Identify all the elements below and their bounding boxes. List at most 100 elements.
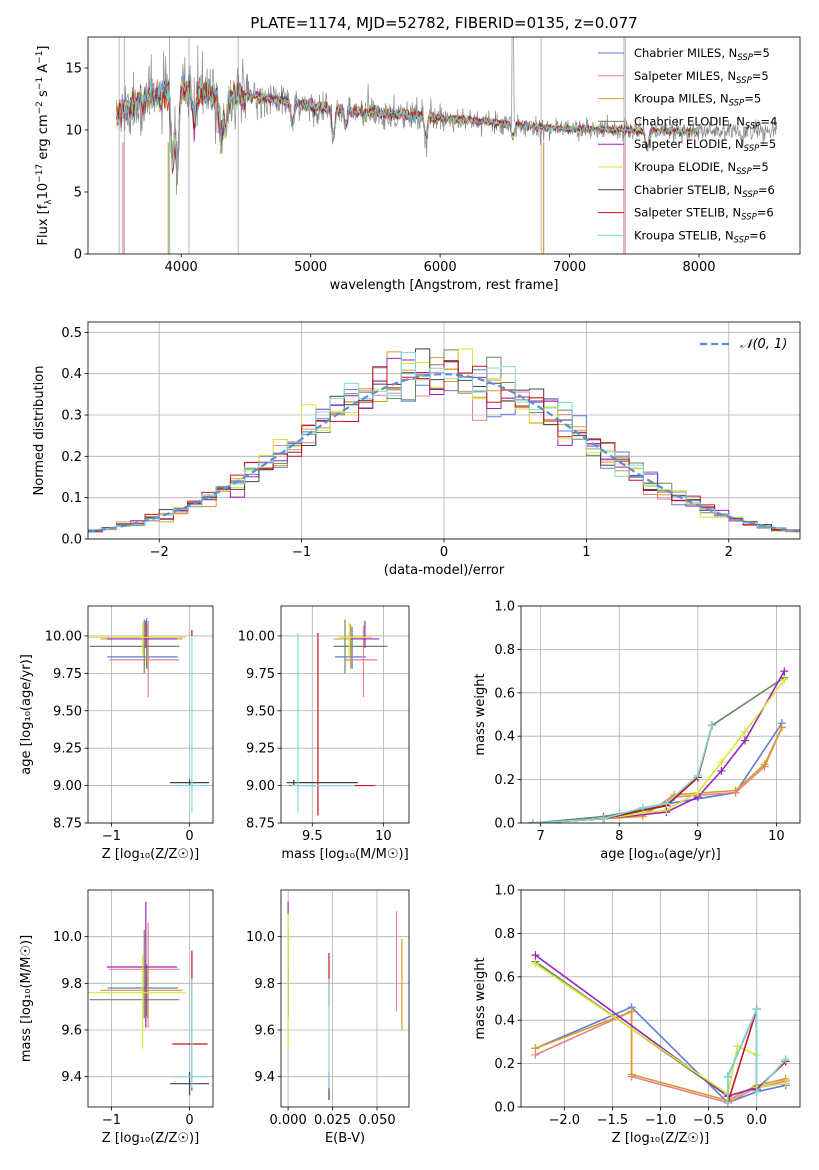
legend-nssp-sub: SSP	[729, 99, 745, 109]
y-tick-label: 0.2	[494, 773, 515, 788]
weight-marker	[752, 1005, 761, 1014]
weight-marker	[723, 1072, 732, 1081]
x-tick-label: 0.050	[358, 1113, 395, 1128]
y-tick-label: 9.50	[246, 704, 275, 719]
legend-comma: ,	[721, 46, 728, 60]
legend-entry-name: Kroupa ELODIE	[634, 160, 720, 174]
y-tick-label: 9.75	[53, 667, 82, 682]
weight-marker	[781, 1079, 790, 1088]
weight-marker	[599, 814, 608, 823]
legend-nssp-prefix: N	[725, 228, 734, 242]
y-tick-label: 0.2	[61, 450, 82, 465]
weight-marker	[780, 667, 789, 676]
y-tick-label: 8.75	[246, 817, 275, 832]
x-tick-label: 0	[440, 545, 448, 560]
legend-nssp-value: 5	[754, 92, 761, 106]
y-tick-label: 0.8	[494, 643, 515, 658]
panel-mass_vs_ebv: 0.000 0.025 0.050 9.4 9.6 9.8 10.0 E(B-V)	[246, 889, 410, 1146]
legend-entry-name: Chabrier ELODIE	[634, 114, 729, 128]
legend-nssp-prefix: N	[729, 46, 738, 60]
legend-nssp-prefix: N	[720, 92, 729, 106]
x-tick-label: −1	[292, 545, 311, 560]
weight-marker	[740, 727, 749, 736]
x-tick-label: 7000	[553, 260, 586, 275]
y-tick-label: 1.0	[494, 600, 515, 615]
weight-marker	[531, 959, 540, 968]
x-axis-label: mass [log₁₀(M/M☉)]	[281, 847, 408, 862]
x-axis-label: Z [log₁₀(Z/Z☉)]	[102, 1131, 199, 1146]
weight-line	[532, 725, 713, 823]
weight-marker	[531, 951, 540, 960]
y-tick-label: 10.0	[53, 930, 82, 945]
plot-area	[88, 901, 210, 1096]
legend-nssp-value: 5	[769, 137, 776, 151]
weight-line	[532, 725, 713, 823]
y-tick-label: 0	[74, 248, 82, 263]
legend-entry-name: Salpeter ELODIE	[634, 137, 728, 151]
x-tick-label: 10	[768, 829, 785, 844]
y-axis-label: mass [log₁₀(M/M☉)]	[19, 935, 34, 1062]
x-tick-label: 4000	[165, 260, 198, 275]
axes-frame	[280, 605, 410, 824]
y-tick-label: 10.00	[45, 629, 82, 644]
y-tick-label: 0.3	[61, 409, 82, 424]
legend-nssp-sub: SSP	[741, 213, 757, 223]
model-line	[116, 78, 700, 171]
y-label-part: −2	[35, 101, 45, 114]
legend-entry: 𝒩(0, 1)	[740, 337, 787, 352]
weight-marker	[693, 771, 702, 780]
model-line	[116, 75, 700, 175]
x-tick-label: 1	[582, 545, 590, 560]
y-tick-label: 9.4	[61, 1070, 82, 1085]
legend-nssp-prefix: N	[734, 183, 743, 197]
legend-nssp-eq: =	[744, 92, 754, 106]
legend-nssp-sub: SSP	[736, 167, 752, 177]
y-tick-label: 0.2	[494, 1057, 515, 1072]
legend-nssp-eq: =	[752, 160, 762, 174]
weight-marker	[662, 799, 671, 808]
legend-nssp-value: 6	[768, 183, 775, 197]
y-tick-label: 9.00	[246, 779, 275, 794]
plot-area	[286, 619, 388, 816]
weight-marker	[627, 1070, 636, 1079]
legend-nssp-sub: SSP	[734, 235, 750, 245]
y-tick-label: 0.8	[494, 927, 515, 942]
x-tick-label: 8	[615, 829, 623, 844]
y-label-part: Flux [f	[36, 204, 51, 245]
legend-comma: ,	[720, 160, 727, 174]
x-axis-label: Z [log₁₀(Z/Z☉)]	[102, 847, 199, 862]
x-tick-label: 0.000	[270, 1113, 307, 1128]
weight-marker	[717, 766, 726, 775]
y-tick-label: 9.75	[246, 667, 275, 682]
y-tick-label: 0.4	[494, 1014, 515, 1029]
axes-frame	[280, 889, 410, 1108]
plot-area	[528, 667, 789, 823]
x-tick-label: 0	[185, 829, 193, 844]
panel-age_vs_Z: −1 0 8.75 9.00 9.25 9.50 9.75 10.00 Z [log₁₀(Z/Z…	[19, 605, 214, 862]
y-tick-label: 10.0	[246, 930, 275, 945]
x-tick-label: −2	[150, 545, 169, 560]
weight-line	[532, 679, 785, 823]
weight-marker	[717, 758, 726, 767]
x-tick-label: −1.5	[597, 1113, 629, 1128]
x-tick-label: 9.5	[302, 829, 323, 844]
y-tick-label: 9.4	[254, 1070, 275, 1085]
legend-nssp-prefix: N	[736, 114, 745, 128]
y-tick-label: 9.8	[254, 977, 275, 992]
legend-nssp-eq: =	[753, 46, 763, 60]
weight-marker	[528, 819, 537, 823]
y-axis-label: mass weight	[473, 957, 488, 1039]
x-axis-label: (data-model)/error	[384, 563, 505, 578]
y-axis-label: Flux [fλ10−17 erg cm−2 s−1 A−1]	[35, 46, 54, 246]
y-tick-label: 0.6	[494, 686, 515, 701]
x-axis-label: Z [log₁₀(Z/Z☉)]	[612, 1131, 709, 1146]
legend-entry: Salpeter STELIB, NSSP=6	[634, 206, 774, 223]
legend-nssp-eq: =	[759, 137, 769, 151]
axes-frame	[87, 605, 214, 824]
legend-nssp-sub: SSP	[744, 144, 760, 154]
y-label-part: −1	[35, 77, 45, 90]
weight-marker	[752, 1087, 761, 1096]
legend-entry: Kroupa ELODIE, NSSP=5	[634, 160, 769, 177]
legend-nssp-sub: SSP	[742, 190, 758, 200]
y-tick-label: 0.4	[61, 367, 82, 382]
